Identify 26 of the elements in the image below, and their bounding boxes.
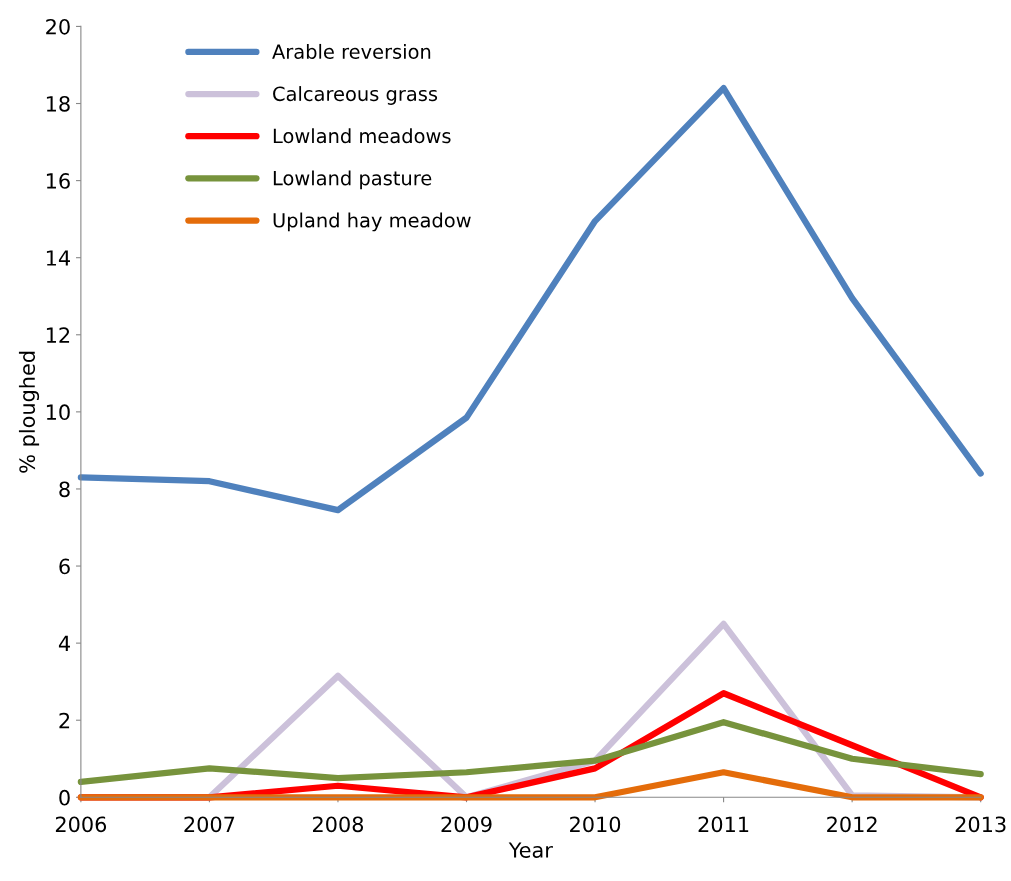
y-tick-label: 2 bbox=[59, 712, 70, 729]
y-tick-label: 16 bbox=[46, 173, 70, 189]
legend-label: Lowland pasture bbox=[273, 170, 432, 190]
x-tick-label: 2011 bbox=[698, 816, 749, 833]
y-tick-label: 20 bbox=[46, 18, 70, 35]
y-tick-label: 8 bbox=[59, 481, 70, 498]
y-tick-label: 6 bbox=[59, 558, 70, 575]
x-tick-label: 2007 bbox=[184, 816, 235, 833]
x-tick-label: 2008 bbox=[312, 816, 364, 833]
x-tick-label: 2010 bbox=[570, 816, 621, 833]
legend-label: Calcareous grass bbox=[273, 86, 438, 105]
x-tick-label: 2012 bbox=[827, 816, 877, 833]
y-tick-label: 14 bbox=[46, 250, 70, 266]
x-tick-label: 2009 bbox=[441, 816, 492, 833]
legend-label: Lowland meadows bbox=[273, 128, 451, 144]
y-tick-label: 4 bbox=[58, 635, 70, 652]
x-tick-label: 2013 bbox=[955, 816, 1006, 833]
y-tick-label: 10 bbox=[46, 404, 70, 421]
legend-label: Upland hay meadow bbox=[273, 212, 471, 232]
y-tick-label: 0 bbox=[59, 789, 70, 806]
y-tick-label: 12 bbox=[46, 327, 70, 343]
legend-label: Arable reversion bbox=[272, 43, 431, 59]
y-axis-title: % ploughed bbox=[18, 351, 40, 473]
y-tick-label: 18 bbox=[46, 95, 70, 112]
x-tick-label: 2006 bbox=[55, 816, 107, 833]
x-axis-title: Year bbox=[508, 842, 553, 858]
